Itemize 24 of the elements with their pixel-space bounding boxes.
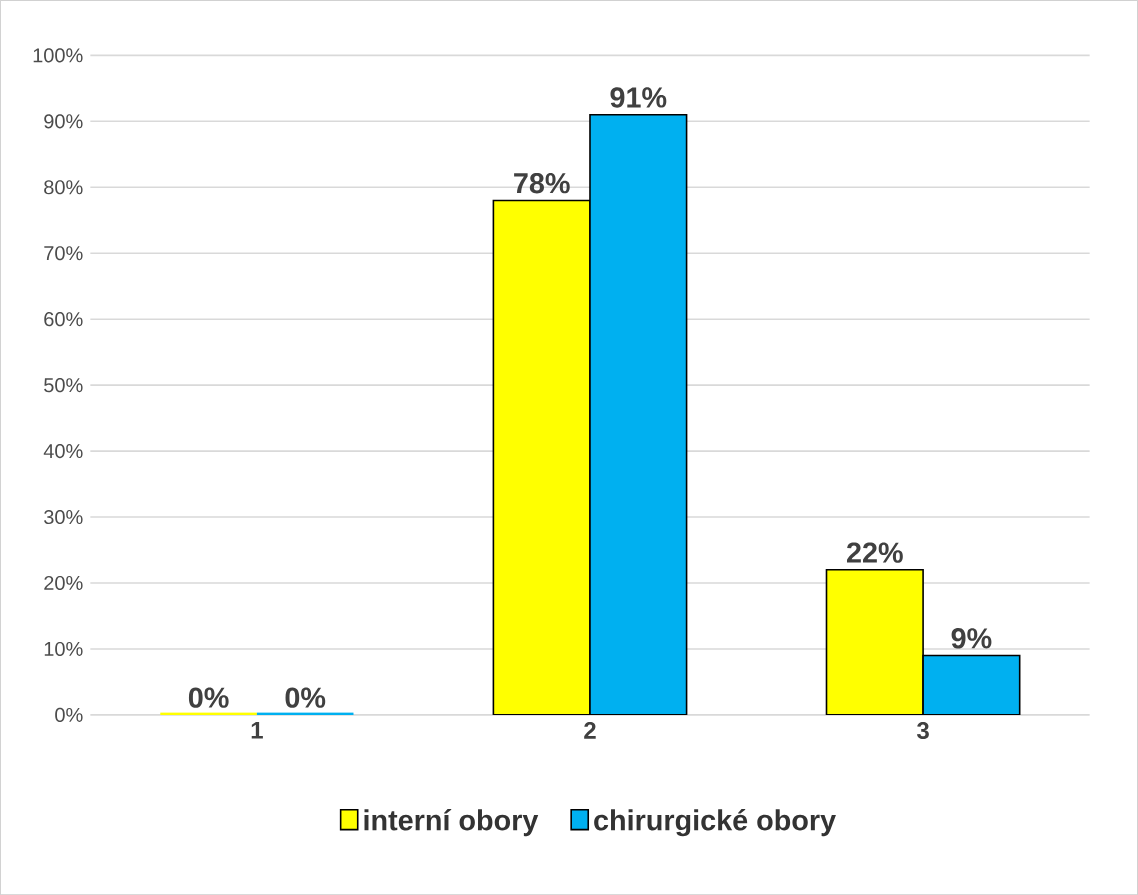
y-tick-label: 90% [44,114,83,129]
x-tick-label: 3 [916,721,929,739]
data-label: 9% [951,628,992,649]
data-label: 0% [285,687,326,708]
y-tick-label: 40% [43,443,83,459]
bar [589,113,688,715]
y-tick-label: 10% [44,641,83,656]
y-tick-label: 30% [44,509,83,525]
data-label: 0% [188,687,229,708]
y-tick-label: 20% [44,575,83,590]
data-label: 22% [846,542,903,563]
y-tick-label: 50% [44,377,83,393]
x-tick-label: 2 [584,721,596,739]
y-tick-label: 70% [44,246,83,261]
y-tick-label: 100% [33,48,83,63]
bar [922,654,1021,715]
y-tick-label: 0% [55,707,83,722]
y-tick-label: 80% [44,180,83,195]
legend-label: chirurgické obory [594,808,836,837]
data-label: 78% [514,172,570,194]
x-tick-label: 1 [251,721,263,739]
y-tick-label: 60% [44,312,83,327]
data-label: 91% [610,87,667,108]
legend-label: interní obory [364,808,539,837]
